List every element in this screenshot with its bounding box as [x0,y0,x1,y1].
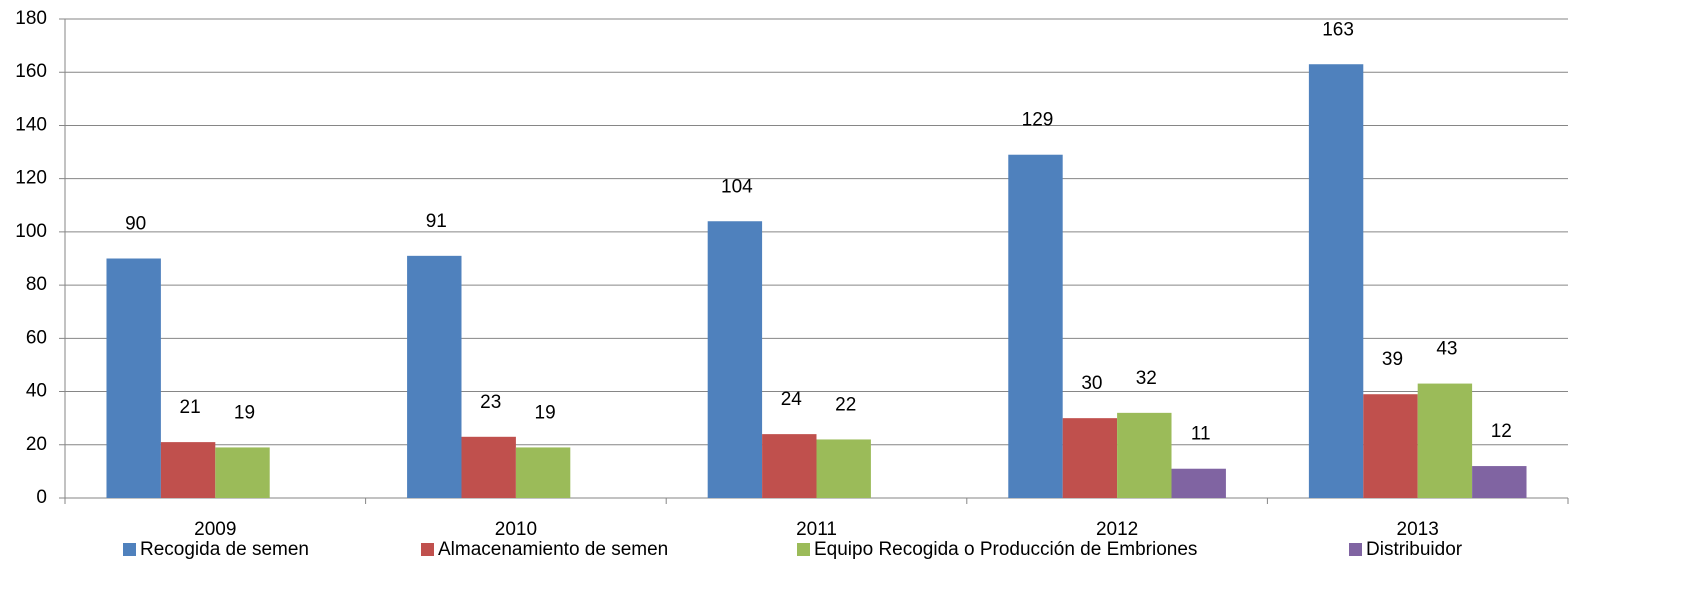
y-tick-label: 60 [26,327,47,348]
x-tick-label: 2012 [1096,519,1138,540]
legend-swatch [123,543,136,556]
y-tick-label: 100 [15,221,47,242]
x-tick-label: 2011 [796,519,837,540]
bar [816,439,871,498]
data-label: 39 [1382,349,1403,370]
bar [215,447,270,498]
bar [1171,468,1226,498]
data-label: 19 [234,402,255,423]
data-label: 11 [1191,424,1211,445]
bar [1008,154,1063,498]
legend-label: Distribuidor [1366,539,1463,560]
bar [1062,418,1118,498]
data-label: 90 [125,214,146,235]
bar [515,447,571,498]
y-tick-label: 0 [36,487,47,508]
bar [1472,466,1527,498]
x-tick-label: 2010 [495,519,537,540]
bar [1417,383,1473,498]
bar [1363,394,1418,498]
bar [1308,64,1364,498]
y-tick-label: 40 [26,381,47,402]
bar [106,258,161,498]
bar [1117,412,1172,498]
data-label: 30 [1081,373,1102,394]
legend-label: Equipo Recogida o Producción de Embrione… [814,539,1197,560]
data-label: 21 [180,397,201,418]
data-label: 32 [1136,368,1157,389]
data-label: 19 [535,402,556,423]
x-tick-label: 2009 [194,519,236,540]
legend-swatch [421,543,434,556]
data-label: 12 [1491,421,1512,442]
data-label: 22 [835,394,856,415]
legend-swatch [797,543,810,556]
bar [762,434,817,498]
legend-label: Almacenamiento de semen [438,539,668,560]
data-label: 163 [1322,19,1354,40]
bar [160,442,216,498]
legend-label: Recogida de semen [140,539,309,560]
y-tick-label: 180 [15,8,47,29]
data-label: 23 [480,392,501,413]
bar [707,221,763,498]
data-label: 43 [1436,339,1457,360]
data-label: 104 [721,176,753,197]
legend-swatch [1349,543,1362,556]
y-tick-label: 140 [15,114,47,135]
data-label: 24 [781,389,803,410]
y-tick-label: 80 [26,274,47,295]
y-tick-label: 160 [15,61,47,82]
x-tick-label: 2013 [1397,519,1439,540]
bar [407,255,462,498]
data-label: 91 [426,211,447,232]
y-tick-label: 120 [15,168,47,189]
bar [461,436,516,498]
data-label: 129 [1022,110,1054,131]
y-tick-label: 20 [26,434,47,455]
